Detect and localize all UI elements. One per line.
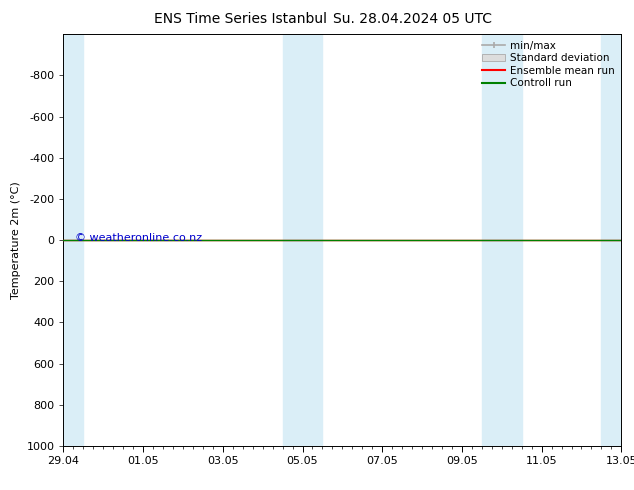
Bar	[482, 34, 522, 446]
Bar	[602, 34, 621, 446]
Y-axis label: Temperature 2m (°C): Temperature 2m (°C)	[11, 181, 21, 299]
Legend: min/max, Standard deviation, Ensemble mean run, Controll run: min/max, Standard deviation, Ensemble me…	[478, 36, 619, 93]
Text: © weatheronline.co.nz: © weatheronline.co.nz	[75, 233, 202, 243]
Text: Su. 28.04.2024 05 UTC: Su. 28.04.2024 05 UTC	[333, 12, 491, 26]
Bar	[283, 34, 323, 446]
Text: ENS Time Series Istanbul: ENS Time Series Istanbul	[155, 12, 327, 26]
Bar	[63, 34, 83, 446]
